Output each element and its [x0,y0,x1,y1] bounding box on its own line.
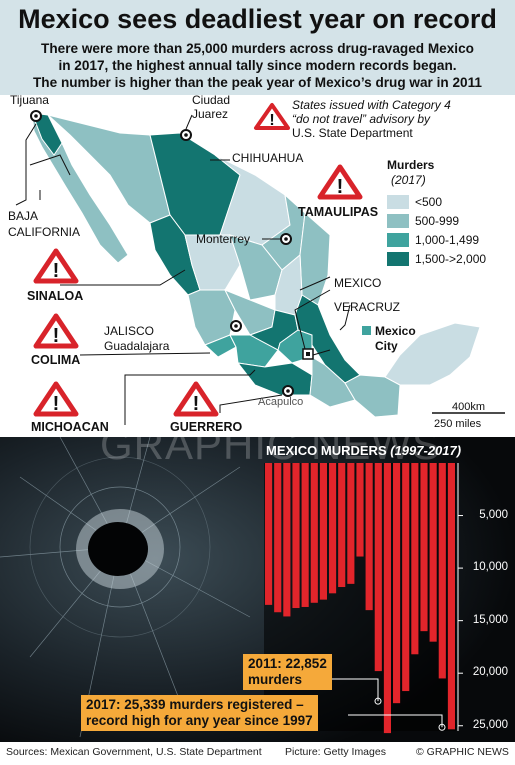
bar-2015 [429,463,437,642]
sources-text: Sources: Mexican Government, U.S. State … [6,746,262,758]
bar-1999 [283,463,291,617]
baja-label-2: CALIFORNIA [8,225,81,239]
michoacan-label: MICHOACAN [31,420,109,434]
legend-swatch [387,214,409,228]
legend-label: <500 [415,195,443,209]
legend-label: 1,500->2,000 [415,252,487,266]
photo-chart-panel: GRAPHIC NEWS MEXICO MURDERS (1997-2017) … [0,437,515,742]
legend-label: 1,000-1,499 [415,233,480,247]
advisory-note-line-3: U.S. State Department [292,126,413,140]
bar-2001 [301,463,309,607]
tijuana-label: Tijuana [10,93,49,107]
colima-label: COLIMA [31,353,81,367]
svg-text:!: ! [53,260,60,282]
legend-label: 500-999 [415,214,460,228]
advisory-note-line-2: “do not travel” advisory by [292,112,431,126]
callout-point [438,723,446,731]
subtitle-line-1: There were more than 25,000 murders acro… [41,41,474,56]
scale-miles-label: 250 miles [434,418,482,430]
chart-title: MEXICO MURDERS (1997-2017) [266,443,462,458]
svg-text:!: ! [53,393,60,415]
svg-text:!: ! [337,176,344,198]
bar-2013 [411,463,419,655]
bar-2010 [383,463,391,734]
y-tick-label: 25,000 [472,718,508,731]
mexico-state-label: MEXICO [334,276,382,290]
mexico-map-panel: ! ! ! ! ! ! States issued with Category … [0,93,515,437]
guerrero-label: GUERRERO [170,420,243,434]
watermark: GRAPHIC NEWS [100,437,442,468]
legend-swatch [387,195,409,209]
bar-2005 [338,463,346,588]
advisory-note-line-1: States issued with Category 4 [292,98,451,112]
monterrey-label: Monterrey [196,232,251,246]
legend-swatch [387,252,409,266]
y-tick-label: 20,000 [472,666,508,679]
callout-2017: 2017: 25,339 murders registered – record… [81,695,318,731]
colima-warning-icon: ! [33,313,79,349]
bar-2000 [292,463,300,609]
jalisco-label: JALISCO [104,324,155,338]
bar-2017 [447,463,455,730]
header-panel: Mexico sees deadliest year on record The… [0,0,515,95]
baja-label-1: BAJA [8,209,39,223]
veracruz-label: VERACRUZ [334,300,401,314]
legend-year: (2017) [391,173,426,187]
picture-credit: Picture: Getty Images [285,746,386,758]
bar-2004 [329,463,337,594]
subtitle-line-3: The number is higher than the peak year … [33,75,482,90]
tamaulipas-warning-icon: ! [317,164,363,200]
bar-2009 [374,463,382,672]
callout-2011: 2011: 22,852 murders [243,654,332,690]
mexico-map: ! ! ! ! ! ! [15,103,505,425]
copyright: © GRAPHIC NEWS [416,746,509,758]
bar-2012 [402,463,410,692]
bar-2006 [347,463,355,584]
chihuahua-label: CHIHUAHUA [232,151,304,165]
bar-2011 [393,463,401,704]
ciudad-juarez-label-1: Ciudad [192,93,231,107]
guadalajara-label: Guadalajara [104,339,170,353]
callout-leader [325,678,379,702]
guerrero-warning-icon: ! [173,381,219,417]
bar-2016 [438,463,446,679]
advisory-legend-warning-icon: ! [254,103,290,130]
acapulco-label: Acapulco [258,396,304,408]
michoacan-warning-icon: ! [33,381,79,417]
scale-km-label: 400km [452,401,486,413]
svg-text:!: ! [269,112,274,129]
bar-2008 [365,463,373,611]
page-title: Mexico sees deadliest year on record [18,4,497,34]
bar-2003 [319,463,327,600]
sinaloa-label: SINALOA [27,289,84,303]
bar-1997 [265,463,273,605]
legend-title: Murders [387,158,435,172]
y-tick-label: 10,000 [472,561,508,574]
svg-text:!: ! [53,325,60,347]
bar-1998 [274,463,282,613]
subtitle-line-2: in 2017, the highest annual tally since … [58,58,457,73]
sinaloa-warning-icon: ! [33,248,79,284]
tamaulipas-label: TAMAULIPAS [298,205,379,219]
y-tick-label: 15,000 [472,613,508,626]
bar-2002 [310,463,318,603]
mexico-city-label-2: City [375,339,398,353]
bar-2007 [356,463,364,557]
legend-swatch [387,233,409,247]
callout-point [374,697,382,705]
footer: Sources: Mexican Government, U.S. State … [0,742,515,765]
mexico-city-label-1: Mexico [362,324,416,338]
callout-leader [348,714,443,728]
svg-text:!: ! [193,393,200,415]
ciudad-juarez-label-2: Juarez [192,107,229,121]
bar-2014 [420,463,428,632]
y-tick-label: 5,000 [479,508,508,521]
